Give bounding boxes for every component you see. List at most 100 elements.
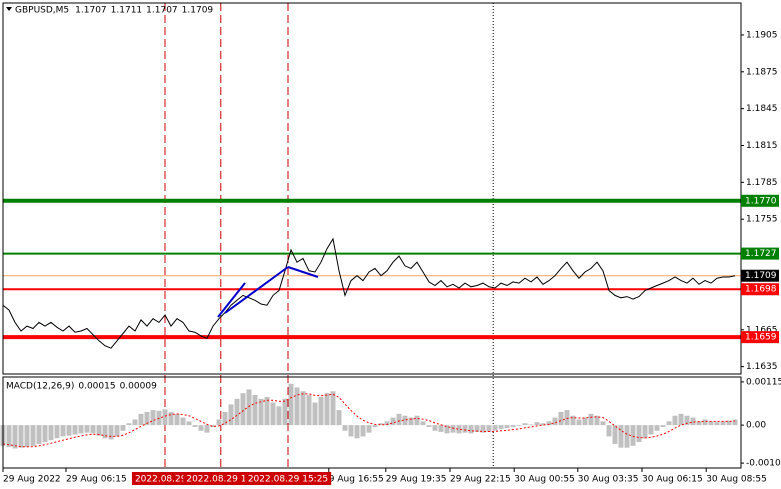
macd-bar	[492, 425, 498, 431]
macd-bar	[564, 410, 570, 426]
macd-bar	[228, 404, 234, 426]
macd-bar	[732, 419, 738, 426]
macd-bar	[138, 413, 144, 426]
price-tag	[741, 194, 779, 207]
macd-bar	[252, 395, 258, 426]
macd-bar	[714, 422, 720, 426]
macd-bar	[630, 425, 636, 446]
y-tick-label: 1.1905	[746, 30, 778, 40]
trend-line	[287, 266, 319, 278]
macd-bar	[462, 425, 468, 433]
macd-bar	[18, 425, 24, 448]
macd-title: MACD(12,26,9)	[6, 382, 74, 392]
x-tick-label: 29 Aug 22:15	[450, 475, 511, 485]
x-tick-label: 29 Aug 19:35	[386, 475, 447, 485]
ohlc-value: 1.1711	[111, 6, 143, 16]
x-tick-label: 30 Aug 06:15	[642, 475, 703, 485]
macd-bar	[510, 425, 516, 428]
macd-bar	[126, 423, 132, 426]
macd-bar	[300, 391, 306, 426]
macd-bar	[234, 398, 240, 426]
macd-bar	[42, 425, 48, 443]
macd-bar	[402, 415, 408, 426]
macd-bar	[354, 425, 360, 439]
y-tick-label: 1.1875	[746, 67, 778, 77]
macd-bar	[552, 417, 558, 426]
macd-reading: 0.00015	[78, 382, 115, 392]
macd-bar	[540, 423, 546, 426]
macd-bar	[642, 425, 648, 439]
macd-bar	[144, 411, 150, 426]
macd-bar	[636, 425, 642, 443]
macd-bar	[456, 425, 462, 434]
macd-bar	[384, 421, 390, 426]
macd-bar	[648, 425, 654, 435]
macd-bar	[72, 425, 78, 435]
macd-bar	[78, 425, 84, 434]
macd-bar	[168, 411, 174, 426]
macd-bar	[84, 425, 90, 433]
macd-bar	[522, 423, 528, 426]
price-tag-label: 1.1770	[745, 196, 777, 206]
vertical-line-label: 2022.08.29 15:25	[248, 475, 328, 485]
macd-bar	[318, 396, 324, 426]
macd-bar	[90, 425, 96, 434]
macd-bar	[690, 417, 696, 426]
price-tag	[741, 269, 779, 282]
macd-bar	[366, 425, 372, 433]
y-tick-label: 1.1665	[746, 325, 778, 335]
macd-bar	[534, 422, 540, 426]
macd-bar	[174, 413, 180, 426]
macd-bar	[498, 425, 504, 429]
main-frame	[2, 2, 742, 375]
macd-bar	[390, 417, 396, 426]
macd-bar	[444, 425, 450, 434]
macd-bar	[66, 425, 72, 436]
y-tick-label: 1.1815	[746, 141, 778, 151]
macd-bar	[120, 425, 126, 431]
vertical-line-label: 2022.08.29 1	[135, 475, 195, 485]
macd-bar	[708, 421, 714, 426]
macd-bar	[372, 425, 378, 428]
ohlc-value: 1.1707	[75, 6, 107, 16]
vertical-line-tag	[183, 472, 259, 485]
macd-bar	[108, 425, 114, 440]
macd-bar	[150, 410, 156, 426]
macd-bar	[438, 425, 444, 432]
chart-title: GBPUSD,M5	[15, 6, 69, 16]
macd-bar	[660, 425, 666, 428]
macd-frame	[2, 376, 742, 469]
macd-bar	[726, 420, 732, 426]
macd-bar	[132, 419, 138, 426]
price-tag-label: 1.1709	[745, 271, 777, 281]
signal-line	[2, 393, 736, 448]
y-tick-label: 1.1845	[746, 104, 778, 114]
macd-bar	[216, 419, 222, 426]
macd-bar	[546, 421, 552, 426]
macd-bar	[684, 415, 690, 426]
macd-bar	[294, 387, 300, 426]
macd-bar	[288, 383, 294, 426]
macd-bar	[432, 425, 438, 431]
macd-bar	[516, 425, 522, 426]
macd-bar	[48, 425, 54, 441]
trend-line	[224, 266, 289, 314]
price-tag	[741, 283, 779, 296]
macd-bar	[360, 425, 366, 437]
macd-bar	[654, 425, 660, 431]
macd-bar	[480, 425, 486, 433]
vertical-line-tag	[131, 472, 199, 485]
macd-bar	[618, 425, 624, 448]
trend-line	[217, 282, 246, 318]
vertical-line-tag	[244, 472, 332, 485]
macd-bar	[696, 421, 702, 426]
x-tick-label: 9 Aug 16:55	[329, 475, 384, 485]
macd-bar	[486, 425, 492, 432]
macd-bar	[582, 417, 588, 426]
macd-bar	[624, 425, 630, 448]
vertical-line-label: 2022.08.29 12:	[186, 475, 255, 485]
x-tick-label: 30 Aug 08:55	[706, 475, 767, 485]
macd-bar	[528, 424, 534, 426]
macd-bar	[24, 425, 30, 447]
